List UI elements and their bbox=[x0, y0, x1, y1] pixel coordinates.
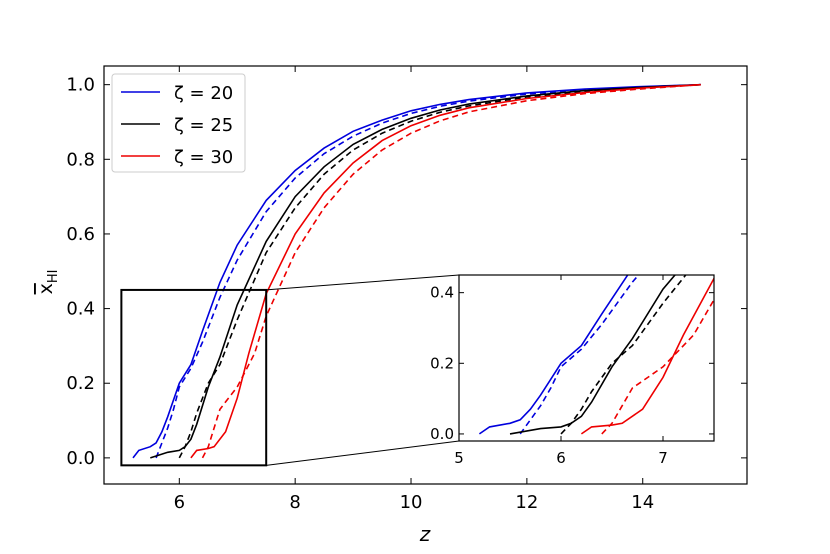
inset-series-line bbox=[560, 275, 687, 435]
inset-x-tick-label: 6 bbox=[556, 449, 566, 467]
y-tick-label: 1.0 bbox=[66, 75, 95, 96]
inset-series-line bbox=[478, 275, 629, 435]
svg-text:xHI: xHI bbox=[35, 270, 61, 295]
legend-label: ζ = 25 bbox=[174, 115, 233, 136]
inset-plot: 5 6 7 0.0 0.2 0.4 bbox=[430, 274, 715, 467]
y-axis-label-main: x bbox=[35, 283, 57, 294]
main-series-line bbox=[178, 83, 701, 459]
inset-frame bbox=[458, 274, 715, 442]
zoom-box bbox=[120, 288, 268, 467]
main-series-line bbox=[150, 83, 701, 459]
x-tick-label: 10 bbox=[400, 492, 423, 513]
legend-label: ζ = 30 bbox=[174, 147, 233, 168]
inset-background bbox=[459, 275, 714, 441]
y-axis-label: xHI bbox=[35, 270, 61, 295]
zoom-connector-top bbox=[266, 274, 460, 291]
main-series-line bbox=[155, 83, 701, 459]
inset-y-tick-label: 0.2 bbox=[430, 354, 454, 372]
legend-frame bbox=[111, 73, 246, 173]
inset-y-tick-label: 0.4 bbox=[430, 284, 454, 302]
inset-series-line bbox=[509, 275, 677, 435]
y-tick-label: 0.2 bbox=[66, 373, 95, 394]
zoom-connector-bottom bbox=[266, 440, 460, 466]
y-tick-label: 0.4 bbox=[66, 299, 95, 320]
inset-x-tick-label: 7 bbox=[658, 449, 668, 467]
y-tick-label: 0.8 bbox=[66, 149, 95, 170]
x-tick-label: 14 bbox=[631, 492, 654, 513]
y-tick-label: 0.0 bbox=[66, 448, 95, 469]
inset-series-line bbox=[580, 277, 714, 435]
main-x-ticks: 6 8 10 12 14 bbox=[174, 66, 654, 513]
inset-y-ticks: 0.0 0.2 0.4 bbox=[430, 284, 714, 443]
inset-x-ticks: 5 6 7 bbox=[454, 275, 668, 467]
main-series-line bbox=[201, 83, 701, 459]
main-series-line bbox=[190, 83, 701, 459]
legend-label: ζ = 20 bbox=[174, 83, 233, 104]
inset-series-line bbox=[519, 275, 640, 435]
main-plot: 6 8 10 12 14 0.0 0.2 0.4 0.6 0.8 1.0 z xHI bbox=[35, 65, 748, 546]
x-tick-label: 12 bbox=[515, 492, 538, 513]
main-plot-frame bbox=[103, 65, 748, 485]
inset-series bbox=[478, 275, 714, 435]
main-series bbox=[132, 83, 701, 459]
y-axis-label-sub: HI bbox=[46, 270, 61, 284]
x-tick-label: 6 bbox=[174, 492, 185, 513]
y-tick-label: 0.6 bbox=[66, 224, 95, 245]
main-y-ticks: 0.0 0.2 0.4 0.6 0.8 1.0 bbox=[66, 75, 747, 469]
main-series-line bbox=[132, 83, 701, 459]
x-tick-label: 8 bbox=[289, 492, 300, 513]
inset-y-tick-label: 0.0 bbox=[430, 425, 454, 443]
x-axis-label: z bbox=[419, 522, 431, 546]
inset-series-line bbox=[601, 298, 714, 435]
inset-x-tick-label: 5 bbox=[454, 449, 464, 467]
legend: ζ = 20 ζ = 25 ζ = 30 bbox=[111, 73, 246, 173]
